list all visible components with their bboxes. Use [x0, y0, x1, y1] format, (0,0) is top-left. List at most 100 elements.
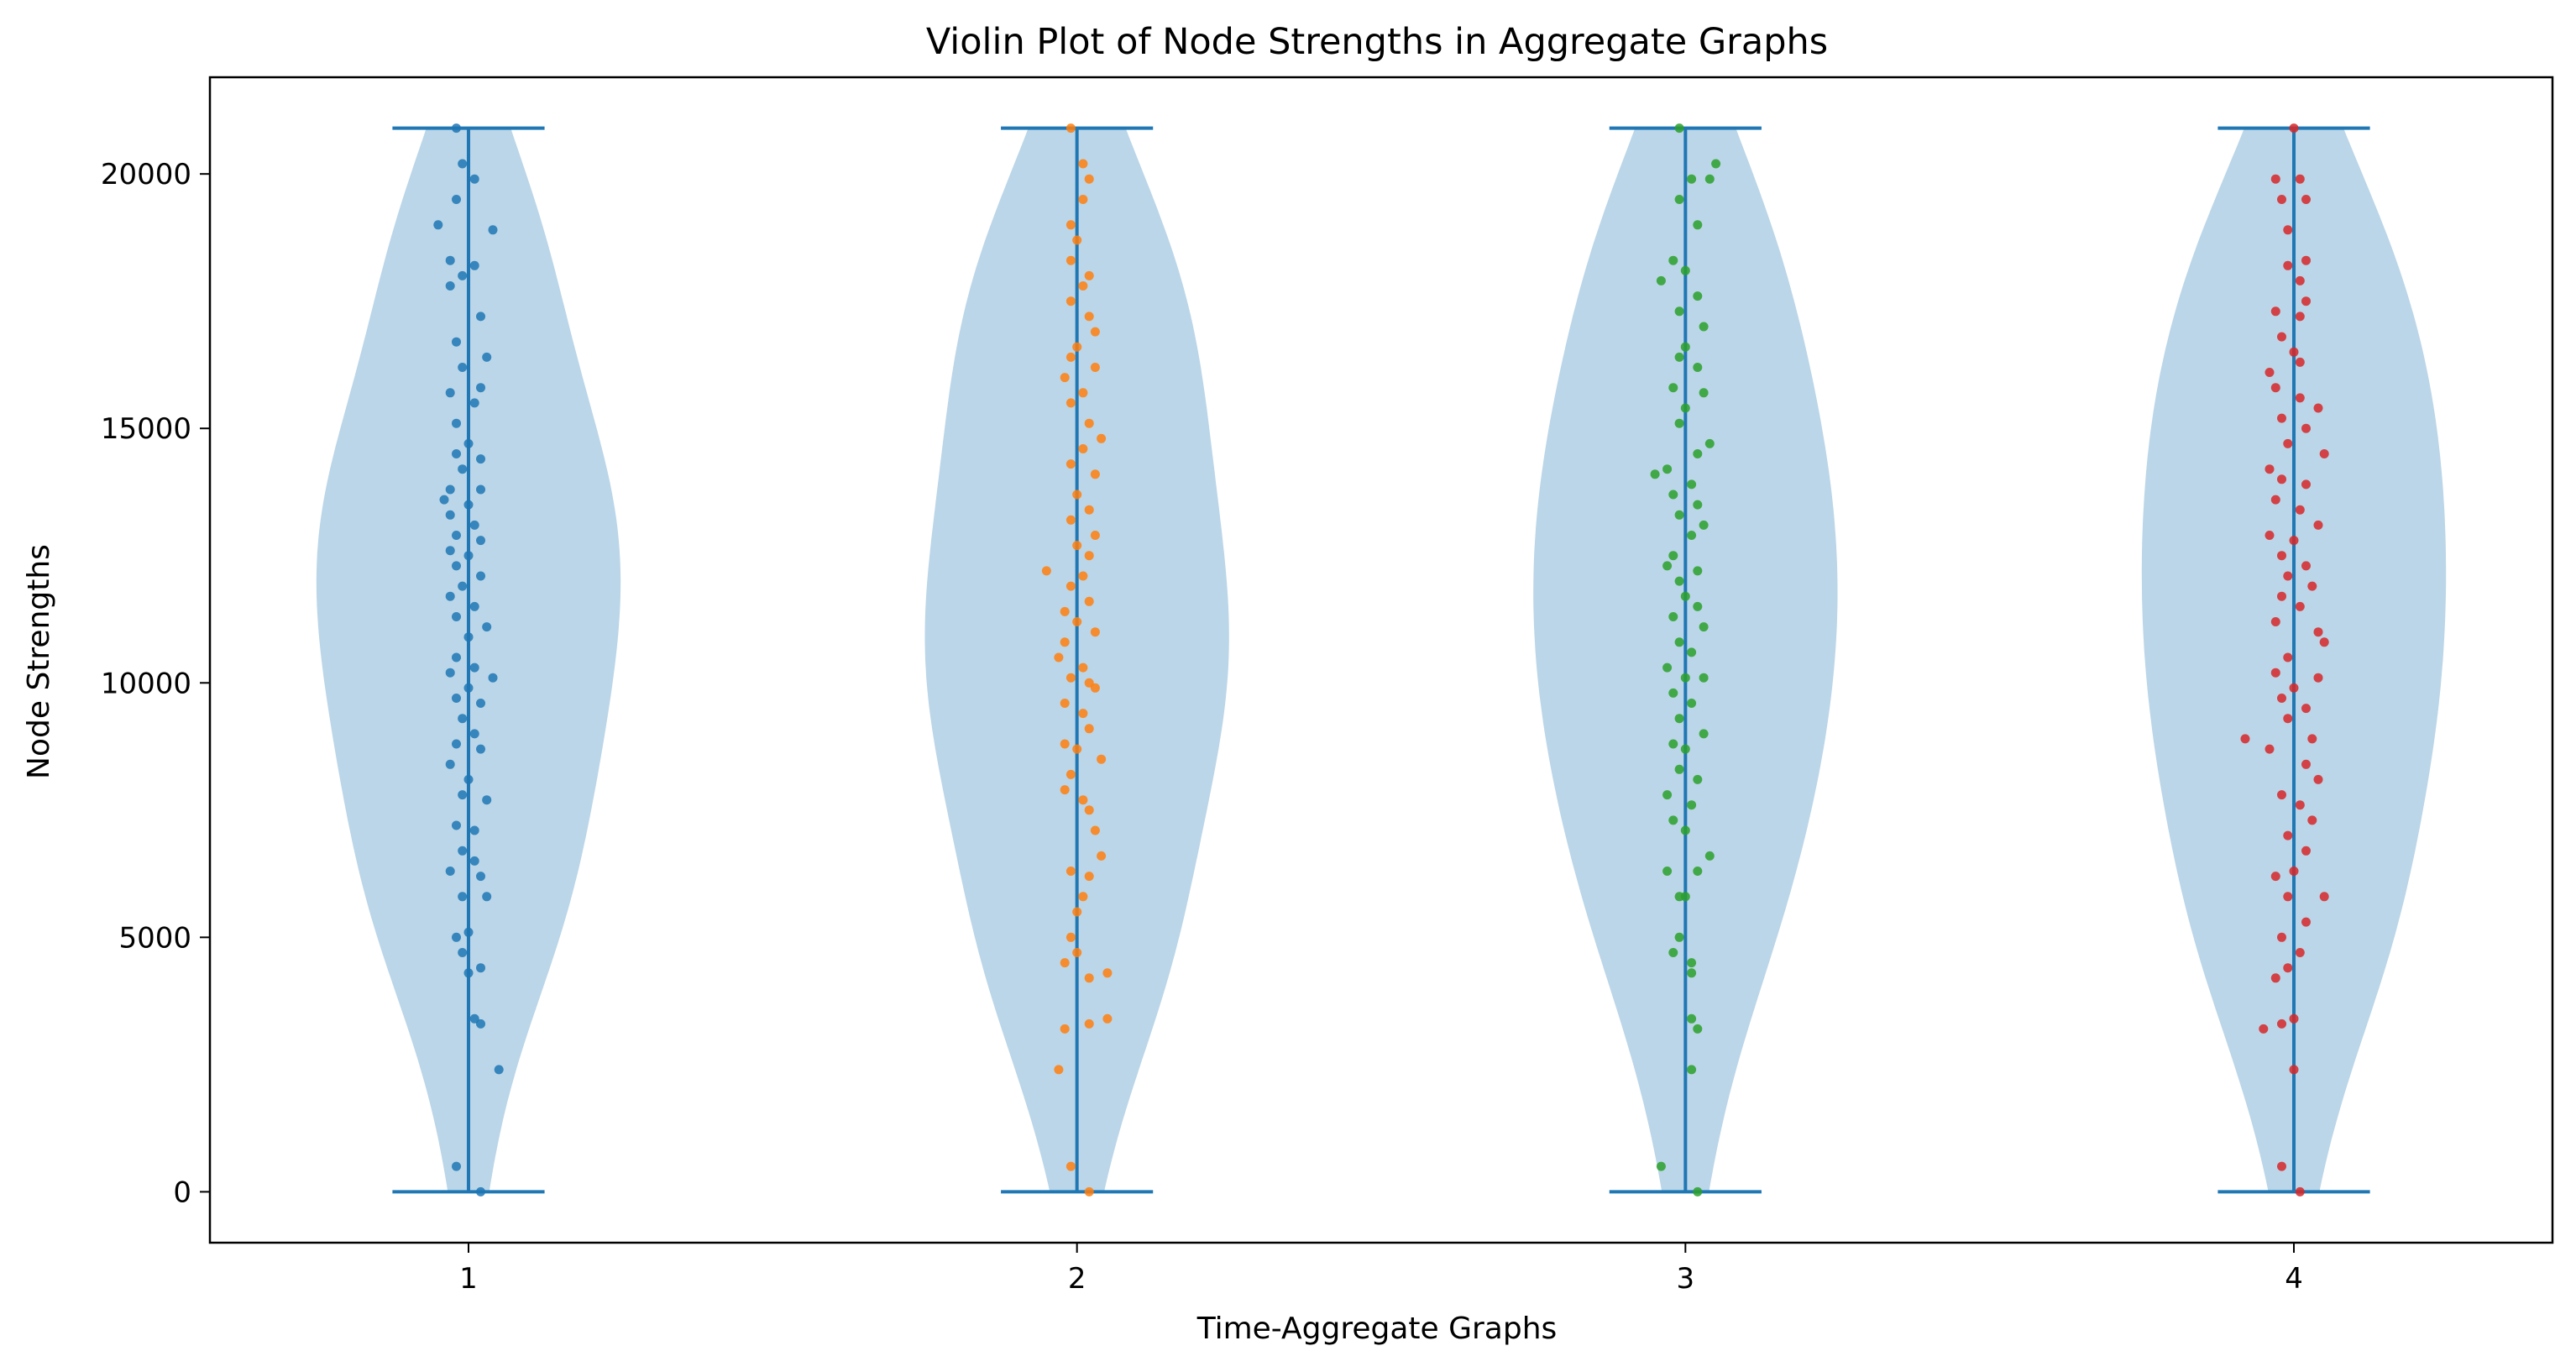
data-point-4 — [2283, 892, 2293, 902]
data-point-1 — [445, 255, 455, 265]
data-point-4 — [2289, 683, 2299, 693]
data-point-2 — [1072, 744, 1082, 754]
data-point-4 — [2277, 1019, 2286, 1029]
data-point-2 — [1084, 270, 1094, 280]
data-point-2 — [1065, 398, 1076, 408]
x-axis-ticks: 1 2 3 4 — [459, 1243, 2303, 1296]
data-point-1 — [488, 225, 498, 235]
data-point-2 — [1060, 606, 1070, 616]
data-point-2 — [1065, 581, 1076, 591]
data-point-3 — [1674, 306, 1684, 317]
data-point-3 — [1662, 867, 1673, 876]
data-point-1 — [452, 932, 461, 942]
data-point-1 — [445, 510, 455, 520]
data-point-1 — [469, 260, 479, 270]
data-point-2 — [1084, 1186, 1094, 1197]
data-point-3 — [1680, 892, 1690, 902]
data-point-4 — [2313, 774, 2323, 784]
data-point-3 — [1674, 576, 1684, 586]
data-point-4 — [2277, 790, 2286, 800]
data-point-4 — [2289, 1065, 2299, 1075]
data-point-3 — [1662, 561, 1673, 571]
data-point-3 — [1699, 729, 1709, 739]
data-point-1 — [476, 536, 485, 546]
data-point-3 — [1687, 174, 1697, 184]
data-point-4 — [2270, 872, 2280, 882]
data-point-3 — [1693, 774, 1703, 784]
data-point-1 — [463, 438, 474, 448]
data-point-1 — [463, 968, 474, 978]
data-point-4 — [2289, 1013, 2299, 1024]
data-point-3 — [1680, 744, 1690, 754]
data-point-3 — [1693, 220, 1703, 230]
data-point-2 — [1054, 1065, 1064, 1075]
data-point-2 — [1065, 352, 1076, 362]
data-point-2 — [1090, 363, 1100, 372]
data-point-1 — [469, 520, 479, 530]
data-point-1 — [476, 963, 485, 973]
data-point-3 — [1693, 601, 1703, 611]
data-point-2 — [1072, 948, 1082, 957]
data-point-4 — [2295, 312, 2305, 322]
data-point-2 — [1072, 907, 1082, 917]
data-point-1 — [445, 546, 455, 556]
data-point-3 — [1674, 714, 1684, 724]
data-point-4 — [2283, 963, 2293, 973]
data-point-1 — [452, 531, 461, 540]
data-point-3 — [1668, 490, 1678, 500]
data-point-2 — [1078, 159, 1088, 169]
data-point-1 — [476, 1019, 485, 1029]
extrema-lines — [392, 126, 2370, 1194]
data-point-4 — [2295, 357, 2305, 367]
data-point-2 — [1072, 617, 1082, 626]
data-point-2 — [1084, 174, 1094, 184]
data-point-2 — [1102, 1013, 1113, 1024]
x-tick-label: 1 — [459, 1262, 478, 1296]
data-point-1 — [476, 484, 485, 495]
data-point-2 — [1078, 709, 1088, 719]
data-point-4 — [2277, 1161, 2286, 1171]
data-point-1 — [463, 683, 474, 693]
data-point-4 — [2277, 932, 2286, 942]
data-point-3 — [1711, 159, 1721, 169]
data-point-3 — [1693, 1024, 1703, 1034]
data-point-2 — [1102, 968, 1113, 978]
x-tick-label: 4 — [2285, 1262, 2303, 1296]
data-point-3 — [1668, 612, 1678, 621]
data-point-1 — [458, 270, 468, 280]
data-point-4 — [2319, 637, 2329, 647]
data-point-2 — [1065, 220, 1076, 230]
data-point-1 — [476, 872, 485, 882]
data-point-3 — [1699, 520, 1709, 530]
data-point-4 — [2264, 464, 2275, 474]
data-point-1 — [458, 363, 468, 372]
data-point-3 — [1687, 958, 1697, 968]
data-point-1 — [452, 820, 461, 830]
data-point-2 — [1084, 805, 1094, 815]
data-point-3 — [1693, 1186, 1703, 1197]
y-tick-label: 20000 — [101, 158, 191, 191]
data-point-1 — [469, 729, 479, 739]
data-point-1 — [445, 591, 455, 601]
data-point-2 — [1090, 469, 1100, 479]
data-point-1 — [445, 668, 455, 678]
data-point-1 — [469, 825, 479, 835]
data-point-4 — [2301, 846, 2311, 856]
data-point-2 — [1097, 851, 1107, 861]
data-point-2 — [1078, 892, 1088, 902]
data-point-3 — [1668, 815, 1678, 825]
data-point-4 — [2301, 561, 2311, 571]
data-point-1 — [452, 739, 461, 749]
data-point-1 — [469, 601, 479, 611]
data-point-1 — [452, 418, 461, 428]
data-point-1 — [482, 892, 492, 902]
data-points — [433, 123, 2329, 1197]
data-point-1 — [463, 927, 474, 937]
data-point-3 — [1693, 291, 1703, 301]
data-point-3 — [1704, 438, 1715, 448]
data-point-1 — [482, 352, 492, 362]
data-point-1 — [452, 652, 461, 662]
data-point-4 — [2289, 347, 2299, 357]
data-point-1 — [458, 892, 468, 902]
data-point-2 — [1090, 683, 1100, 693]
